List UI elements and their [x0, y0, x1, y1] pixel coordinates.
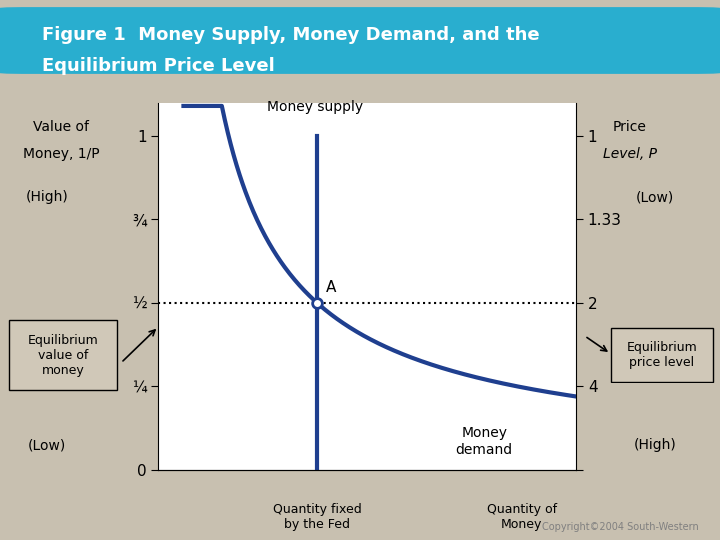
Text: Equilibrium
price level: Equilibrium price level [626, 341, 697, 369]
Text: Copyright©2004 South-Western: Copyright©2004 South-Western [541, 522, 698, 532]
Text: (High): (High) [25, 190, 68, 204]
Text: Money, 1/P: Money, 1/P [23, 147, 99, 161]
Text: (Low): (Low) [27, 438, 66, 453]
Text: Money supply: Money supply [267, 100, 363, 114]
FancyBboxPatch shape [9, 320, 117, 390]
Text: Quantity fixed
by the Fed: Quantity fixed by the Fed [273, 503, 361, 531]
Text: Money
demand: Money demand [456, 427, 513, 457]
Text: Price: Price [613, 120, 647, 134]
FancyBboxPatch shape [0, 8, 720, 73]
Text: Value of: Value of [33, 120, 89, 134]
Text: (Low): (Low) [636, 190, 675, 204]
FancyBboxPatch shape [611, 328, 713, 382]
Text: (High): (High) [634, 438, 677, 453]
Text: Figure 1  Money Supply, Money Demand, and the: Figure 1 Money Supply, Money Demand, and… [42, 25, 539, 44]
Text: Level, P: Level, P [603, 147, 657, 161]
Text: Equilibrium
value of
money: Equilibrium value of money [27, 334, 99, 376]
Text: Quantity of
Money: Quantity of Money [487, 503, 557, 531]
Text: Equilibrium Price Level: Equilibrium Price Level [42, 57, 274, 75]
Text: A: A [325, 280, 336, 294]
